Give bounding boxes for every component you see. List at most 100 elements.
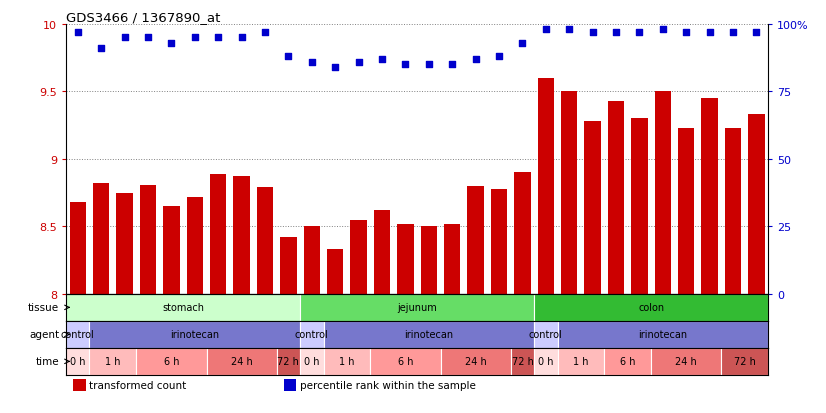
Bar — [187, 197, 203, 294]
Bar — [304, 227, 320, 294]
Bar — [725, 128, 741, 294]
Bar — [66, 321, 89, 348]
Text: colon: colon — [638, 303, 664, 313]
Point — [492, 54, 506, 60]
Bar — [748, 115, 765, 294]
Text: 24 h: 24 h — [230, 356, 253, 366]
Bar — [300, 348, 324, 375]
Bar — [701, 99, 718, 294]
Bar — [538, 78, 554, 294]
Text: irinotecan: irinotecan — [170, 330, 220, 339]
Bar — [631, 119, 648, 294]
Bar — [468, 186, 484, 294]
Bar — [558, 348, 605, 375]
Bar — [534, 321, 558, 348]
Bar — [327, 250, 344, 294]
Point — [703, 30, 716, 36]
Bar — [300, 294, 534, 321]
Point — [235, 35, 248, 42]
Bar — [164, 206, 179, 294]
Bar — [678, 128, 695, 294]
Bar — [605, 348, 651, 375]
Bar — [534, 348, 558, 375]
Text: 0 h: 0 h — [538, 356, 553, 366]
Bar — [655, 92, 671, 294]
Bar — [89, 321, 300, 348]
Bar — [277, 348, 300, 375]
Bar — [491, 189, 507, 294]
Bar — [721, 348, 768, 375]
Bar — [69, 202, 86, 294]
Text: jejunum: jejunum — [397, 303, 437, 313]
Bar — [444, 224, 460, 294]
Bar — [66, 348, 89, 375]
Text: 6 h: 6 h — [620, 356, 635, 366]
Bar — [370, 348, 440, 375]
Text: control: control — [61, 330, 95, 339]
Point — [259, 30, 272, 36]
Bar — [206, 348, 277, 375]
Point — [141, 35, 154, 42]
Text: percentile rank within the sample: percentile rank within the sample — [300, 380, 476, 390]
Point — [188, 35, 202, 42]
Text: control: control — [529, 330, 563, 339]
Bar — [140, 185, 156, 294]
Text: 24 h: 24 h — [676, 356, 697, 366]
Text: transformed count: transformed count — [89, 380, 187, 390]
Point — [399, 62, 412, 69]
Point — [282, 54, 295, 60]
Bar — [93, 184, 109, 294]
Bar — [74, 380, 86, 392]
Point — [352, 59, 365, 66]
Bar — [324, 348, 370, 375]
Point — [680, 30, 693, 36]
Text: 1 h: 1 h — [573, 356, 589, 366]
Bar — [324, 321, 534, 348]
Point — [610, 30, 623, 36]
Bar — [558, 321, 768, 348]
Text: GDS3466 / 1367890_at: GDS3466 / 1367890_at — [66, 11, 221, 24]
Bar — [234, 177, 249, 294]
Point — [539, 27, 553, 33]
Point — [633, 30, 646, 36]
Text: 6 h: 6 h — [397, 356, 413, 366]
Point — [164, 40, 178, 47]
Bar — [440, 348, 510, 375]
Text: tissue: tissue — [28, 303, 59, 313]
Point — [306, 59, 319, 66]
Bar — [89, 348, 136, 375]
Bar — [561, 92, 577, 294]
Text: 1 h: 1 h — [105, 356, 121, 366]
Bar — [515, 173, 530, 294]
Point — [211, 35, 225, 42]
Text: agent: agent — [29, 330, 59, 339]
Point — [329, 64, 342, 71]
Bar — [585, 122, 601, 294]
Bar — [116, 193, 133, 294]
Bar — [420, 227, 437, 294]
Text: 1 h: 1 h — [339, 356, 354, 366]
Bar — [257, 188, 273, 294]
Point — [586, 30, 600, 36]
Bar — [397, 224, 414, 294]
Point — [750, 30, 763, 36]
Point — [375, 57, 389, 63]
Text: 72 h: 72 h — [511, 356, 534, 366]
Bar — [651, 348, 721, 375]
Text: 0 h: 0 h — [304, 356, 320, 366]
Point — [95, 46, 107, 52]
Text: 72 h: 72 h — [733, 356, 756, 366]
Text: 24 h: 24 h — [465, 356, 487, 366]
Bar — [280, 237, 297, 294]
Bar — [136, 348, 206, 375]
Point — [71, 30, 84, 36]
Text: control: control — [295, 330, 329, 339]
Bar — [350, 220, 367, 294]
Point — [563, 27, 576, 33]
Point — [515, 40, 529, 47]
Bar — [300, 321, 324, 348]
Bar — [608, 102, 624, 294]
Text: time: time — [36, 356, 59, 366]
Text: irinotecan: irinotecan — [404, 330, 453, 339]
Point — [422, 62, 435, 69]
